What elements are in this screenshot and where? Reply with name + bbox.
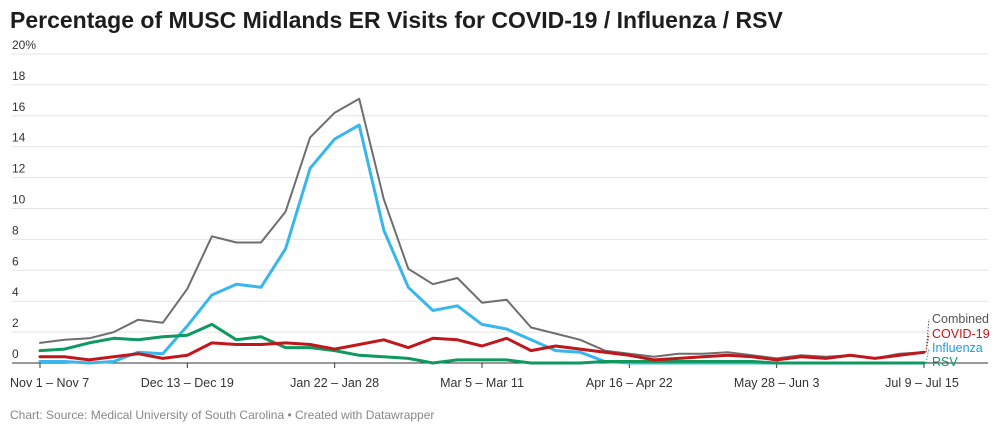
series-line-rsv: [38, 322, 926, 365]
y-tick-label: 18: [12, 69, 26, 83]
y-tick-label: 10: [12, 193, 26, 207]
y-tick-label: 0: [12, 347, 19, 361]
x-tick-label: Jan 22 – Jan 28: [290, 376, 379, 390]
x-tick-label: May 28 – Jun 3: [734, 376, 820, 390]
legend-connector: [925, 318, 930, 353]
series-line-combined: [39, 97, 925, 360]
chart-source: Chart: Source: Medical University of Sou…: [10, 408, 435, 422]
grid-lines: [12, 53, 988, 333]
y-axis-ticks: 20% 18 16 14 12 10 8 6 4 2 0: [12, 38, 36, 361]
x-axis: Nov 1 – Nov 7 Dec 13 – Dec 19 Jan 22 – Jan…: [10, 362, 988, 390]
y-tick-label: 12: [12, 162, 26, 176]
series-line-influenza: [38, 123, 926, 365]
y-tick-label: 16: [12, 100, 26, 114]
y-tick-label: 2: [12, 316, 19, 330]
x-tick-label: Jul 9 – Jul 15: [885, 376, 959, 390]
y-tick-label: 14: [12, 131, 26, 145]
x-tick-label: Dec 13 – Dec 19: [141, 376, 234, 390]
series-line-covid-19: [38, 336, 926, 362]
legend-label-covid-19: COVID-19: [932, 327, 990, 341]
legend-label-combined: Combined: [932, 312, 989, 326]
y-tick-label: 20%: [12, 38, 36, 52]
x-tick-label: Nov 1 – Nov 7: [10, 376, 89, 390]
legend-connector: [925, 333, 930, 353]
y-tick-label: 6: [12, 254, 19, 268]
chart-title: Percentage of MUSC Midlands ER Visits fo…: [10, 7, 783, 33]
y-tick-label: 4: [12, 285, 19, 299]
legend-label-rsv: RSV: [932, 355, 958, 369]
legend-connector: [925, 347, 930, 364]
y-tick-label: 8: [12, 223, 19, 237]
x-tick-label: Apr 16 – Apr 22: [586, 376, 673, 390]
series-lines: [38, 97, 926, 365]
legend-connector: [925, 361, 930, 364]
legend-label-influenza: Influenza: [932, 341, 983, 355]
x-tick-label: Mar 5 – Mar 11: [440, 376, 524, 390]
